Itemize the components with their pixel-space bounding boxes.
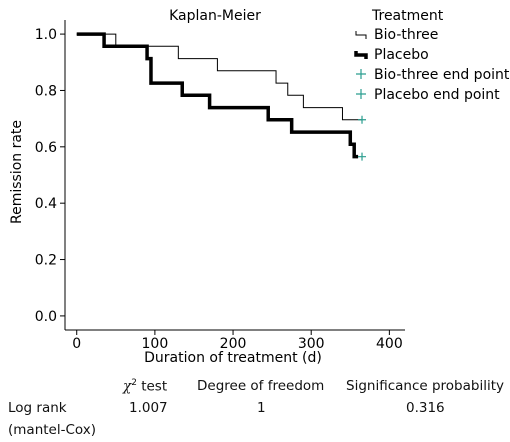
series-lines [76, 32, 363, 159]
legend-label-placebo: Placebo [374, 47, 429, 63]
series-line-placebo [76, 32, 359, 159]
mantel-cox-label: (mantel-Cox) [8, 422, 96, 438]
chi-word: test [136, 378, 168, 395]
legend-plus-icon-placebo [356, 89, 366, 99]
chi-superscript: 2 [131, 378, 137, 388]
chi-square-value: 1.007 [129, 400, 168, 416]
y-tick-label-3: 0.6 [35, 140, 57, 156]
endpoint-marker-1 [358, 152, 367, 161]
legend-item-bio-three: Bio-three [355, 27, 438, 43]
legend-swatch-bio-three [355, 31, 367, 39]
legend-label-bio-three-end-point: Bio-three end point [374, 67, 510, 83]
ticks: 0 100 200 300 400 0.0 0.2 0.4 0.6 0.8 1.0 [35, 27, 403, 352]
legend-swatch-placebo [354, 51, 368, 59]
x-tick-label-1: 100 [142, 336, 169, 352]
legend-title: Treatment [371, 8, 444, 24]
log-rank-label: Log rank [8, 400, 67, 416]
legend: Treatment Bio-three Placebo Bio-three en… [354, 8, 510, 103]
y-tick-label-0: 0.0 [35, 309, 57, 325]
legend-label-placebo-end-point: Placebo end point [374, 87, 500, 103]
y-tick-label-5: 1.0 [35, 27, 57, 43]
p-value: 0.316 [406, 400, 445, 416]
x-tick-label-3: 300 [298, 336, 325, 352]
df-value: 1 [257, 400, 266, 416]
endpoint-marker-0 [358, 115, 367, 124]
legend-label-bio-three: Bio-three [374, 27, 438, 43]
y-tick-label-2: 0.4 [35, 196, 57, 212]
x-tick-label-0: 0 [72, 336, 81, 352]
p-header: Significance probability [346, 378, 504, 394]
chart-title: Kaplan-Meier [169, 8, 261, 24]
chi-square-header: χ2 test [123, 378, 167, 395]
x-tick-label-2: 200 [220, 336, 247, 352]
legend-item-placebo-end-point: Placebo end point [356, 87, 500, 103]
y-tick-label-1: 0.2 [35, 253, 57, 269]
y-tick-label-4: 0.8 [35, 83, 57, 99]
x-tick-label-4: 400 [376, 336, 403, 352]
kaplan-meier-chart: 0 100 200 300 400 0.0 0.2 0.4 0.6 0.8 1.0 Kaplan-M… [9, 8, 510, 366]
legend-plus-icon-bio-three [356, 69, 366, 79]
df-header: Degree of freedom [197, 378, 325, 394]
chi-symbol: χ [123, 378, 132, 395]
endpoint-markers [358, 115, 367, 161]
y-axis-label: Remission rate [9, 120, 25, 224]
x-axis-label: Duration of treatment (d) [144, 350, 322, 366]
legend-item-placebo: Placebo [354, 47, 429, 63]
axes [64, 20, 405, 331]
legend-item-bio-three-end-point: Bio-three end point [356, 67, 510, 83]
